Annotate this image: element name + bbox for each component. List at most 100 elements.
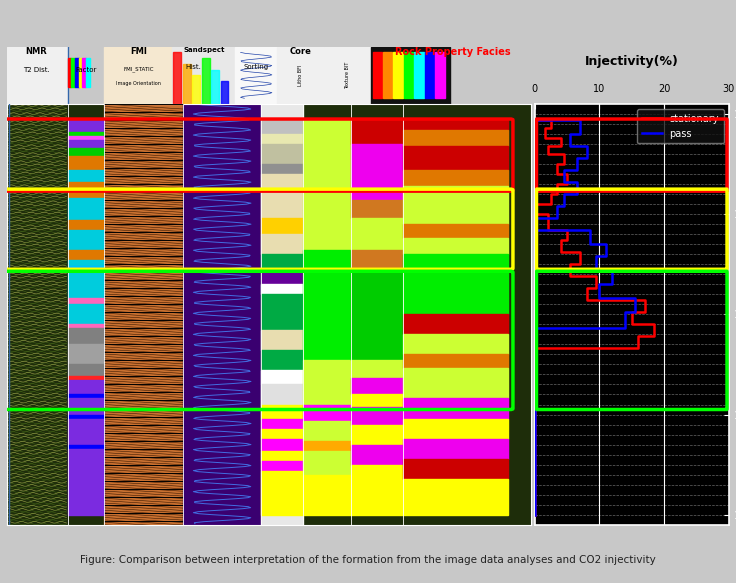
Text: 20: 20	[658, 84, 670, 94]
Bar	[261, 218, 303, 234]
Bar	[261, 144, 303, 164]
Bar	[68, 328, 105, 345]
Bar	[403, 399, 508, 419]
Text: 1095: 1095	[0, 209, 1, 219]
Bar	[303, 274, 350, 360]
Text: Core: Core	[290, 47, 311, 55]
Text: Rock Property Facies: Rock Property Facies	[395, 47, 511, 57]
Bar	[303, 120, 350, 164]
Bar	[75, 58, 79, 87]
Bar	[221, 81, 228, 104]
Bar	[425, 52, 434, 99]
Bar	[404, 52, 414, 99]
Bar	[303, 451, 350, 475]
Bar	[350, 465, 403, 515]
Bar	[68, 120, 105, 132]
Bar	[261, 120, 303, 134]
Bar	[261, 405, 303, 419]
Bar	[261, 134, 303, 144]
Bar	[68, 170, 105, 182]
Text: Hist.: Hist.	[185, 64, 201, 70]
Bar	[68, 140, 105, 148]
Bar	[68, 271, 105, 273]
Bar	[303, 164, 350, 210]
Bar	[86, 58, 90, 87]
Bar	[68, 230, 105, 250]
Bar	[68, 250, 105, 260]
Bar	[403, 254, 508, 264]
Bar	[303, 250, 350, 274]
Bar	[236, 47, 277, 104]
Bar	[261, 234, 303, 254]
Bar	[303, 391, 350, 405]
Bar	[303, 420, 350, 441]
Bar	[68, 156, 105, 170]
Bar	[261, 438, 303, 451]
Bar	[350, 218, 403, 250]
Bar	[68, 304, 105, 324]
Bar	[436, 52, 445, 99]
Bar	[403, 170, 508, 186]
Bar	[403, 354, 508, 368]
Bar	[350, 250, 403, 271]
Bar	[403, 146, 508, 158]
Bar	[261, 174, 303, 194]
Bar	[403, 130, 508, 146]
Bar	[403, 419, 508, 438]
Bar	[261, 104, 303, 525]
Bar	[192, 75, 200, 104]
Text: Figure: Comparison between interpretation of the formation from the image data a: Figure: Comparison between interpretatio…	[80, 554, 656, 565]
Bar	[211, 69, 219, 104]
Bar	[68, 377, 105, 381]
Bar	[68, 260, 105, 266]
Bar	[403, 264, 508, 298]
Bar	[68, 220, 105, 230]
Bar	[350, 144, 403, 178]
Bar	[350, 406, 403, 424]
Bar	[68, 182, 105, 198]
Bar	[68, 448, 105, 515]
Bar	[7, 47, 68, 104]
Bar	[325, 47, 372, 104]
Bar	[82, 58, 86, 87]
Bar	[174, 52, 181, 104]
Bar	[105, 47, 172, 104]
Bar	[261, 331, 303, 350]
Text: Sandspect: Sandspect	[183, 47, 224, 52]
Bar	[7, 104, 68, 525]
Bar	[403, 314, 508, 335]
Bar	[261, 384, 303, 405]
Bar	[68, 395, 105, 399]
Bar	[414, 52, 424, 99]
Bar	[383, 52, 392, 99]
Bar	[403, 120, 508, 130]
Bar	[303, 360, 350, 391]
Bar	[79, 58, 82, 87]
Bar	[261, 461, 303, 470]
Bar	[261, 164, 303, 174]
Text: 0: 0	[532, 84, 538, 94]
Bar	[350, 200, 403, 218]
Bar	[68, 298, 105, 304]
Bar	[68, 58, 71, 87]
Bar	[350, 424, 403, 445]
Bar	[261, 271, 303, 285]
Bar	[261, 451, 303, 461]
Text: 1110: 1110	[0, 510, 1, 519]
Bar	[350, 360, 403, 378]
Bar	[350, 178, 403, 200]
Bar	[68, 198, 105, 220]
Bar	[71, 58, 75, 87]
Bar	[403, 479, 508, 515]
Bar	[403, 186, 508, 204]
Bar	[350, 120, 403, 144]
Bar	[403, 368, 508, 399]
Text: 1105: 1105	[0, 409, 1, 420]
Bar	[183, 64, 191, 104]
Bar	[261, 294, 303, 331]
Bar	[394, 52, 403, 99]
Bar	[261, 254, 303, 271]
Bar	[172, 47, 236, 104]
Bar	[303, 405, 350, 420]
Text: Factor: Factor	[75, 66, 96, 73]
